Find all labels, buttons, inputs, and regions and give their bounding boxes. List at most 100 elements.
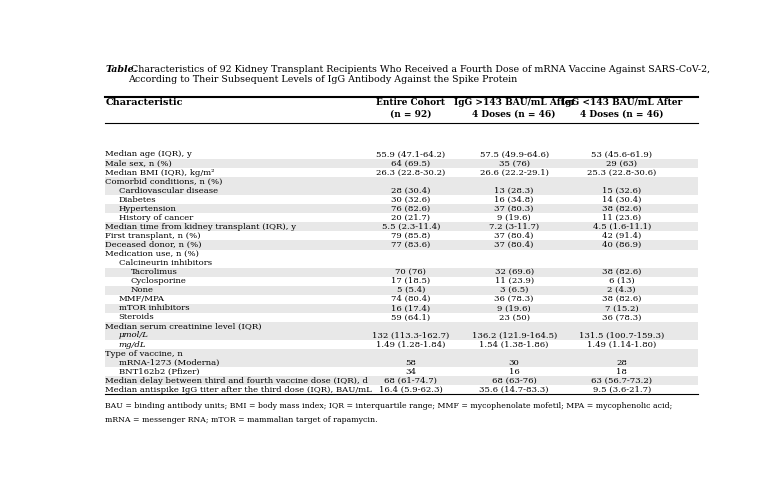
Text: 79 (85.8): 79 (85.8) xyxy=(391,232,430,240)
Text: Median antispike IgG titer after the third dose (IQR), BAU/mL: Median antispike IgG titer after the thi… xyxy=(105,386,372,394)
Text: Median age (IQR), y: Median age (IQR), y xyxy=(105,151,192,158)
Text: 63 (56.7-73.2): 63 (56.7-73.2) xyxy=(591,377,652,385)
Text: 13 (28.3): 13 (28.3) xyxy=(495,186,534,195)
Bar xyxy=(105,322,699,331)
Text: 16 (34.8): 16 (34.8) xyxy=(495,196,534,204)
Text: 5.5 (2.3-11.4): 5.5 (2.3-11.4) xyxy=(382,223,440,231)
Text: 20 (21.7): 20 (21.7) xyxy=(391,214,430,222)
Text: 7.2 (3-11.7): 7.2 (3-11.7) xyxy=(489,223,539,231)
Text: 26.6 (22.2-29.1): 26.6 (22.2-29.1) xyxy=(480,169,549,177)
Bar xyxy=(105,268,699,277)
Text: 55.9 (47.1-64.2): 55.9 (47.1-64.2) xyxy=(376,151,445,158)
Text: IgG <143 BAU/mL After: IgG <143 BAU/mL After xyxy=(561,98,682,107)
Text: 32 (69.6): 32 (69.6) xyxy=(495,268,534,276)
Text: 37 (80.4): 37 (80.4) xyxy=(495,232,534,240)
Text: Deceased donor, n (%): Deceased donor, n (%) xyxy=(105,241,202,249)
Text: 2 (4.3): 2 (4.3) xyxy=(608,286,636,294)
Bar xyxy=(105,222,699,231)
Text: 34: 34 xyxy=(405,368,416,376)
Bar xyxy=(105,186,699,195)
Text: mRNA = messenger RNA; mTOR = mammalian target of rapamycin.: mRNA = messenger RNA; mTOR = mammalian t… xyxy=(105,416,378,424)
Bar xyxy=(105,349,699,358)
Text: 9.5 (3.6-21.7): 9.5 (3.6-21.7) xyxy=(593,386,651,394)
Text: 15 (32.6): 15 (32.6) xyxy=(602,186,641,195)
Text: Hypertension: Hypertension xyxy=(118,205,176,213)
Text: Comorbid conditions, n (%): Comorbid conditions, n (%) xyxy=(105,178,223,185)
Text: Steroids: Steroids xyxy=(118,313,154,321)
Text: 5 (5.4): 5 (5.4) xyxy=(397,286,425,294)
Text: 58: 58 xyxy=(405,359,416,367)
Text: Median delay between third and fourth vaccine dose (IQR), d: Median delay between third and fourth va… xyxy=(105,377,368,385)
Text: Diabetes: Diabetes xyxy=(118,196,156,204)
Text: 64 (69.5): 64 (69.5) xyxy=(391,159,430,168)
Text: Characteristics of 92 Kidney Transplant Recipients Who Received a Fourth Dose of: Characteristics of 92 Kidney Transplant … xyxy=(129,65,710,84)
Bar xyxy=(105,241,699,249)
Text: First transplant, n (%): First transplant, n (%) xyxy=(105,232,201,240)
Text: Cyclosporine: Cyclosporine xyxy=(131,277,187,285)
Text: History of cancer: History of cancer xyxy=(118,214,193,222)
Bar xyxy=(105,177,699,186)
Text: 30: 30 xyxy=(509,359,520,367)
Text: 29 (63): 29 (63) xyxy=(606,159,637,168)
Bar xyxy=(105,97,699,123)
Text: 18: 18 xyxy=(616,368,627,376)
Text: 36 (78.3): 36 (78.3) xyxy=(602,313,641,321)
Text: 68 (63-76): 68 (63-76) xyxy=(492,377,536,385)
Text: 132 (113.3-162.7): 132 (113.3-162.7) xyxy=(372,332,449,339)
Text: 30 (32.6): 30 (32.6) xyxy=(391,196,430,204)
Text: 77 (83.6): 77 (83.6) xyxy=(391,241,430,249)
Text: μmol/L: μmol/L xyxy=(118,332,148,339)
Text: BNT162b2 (Pfizer): BNT162b2 (Pfizer) xyxy=(118,368,199,376)
Text: 9 (19.6): 9 (19.6) xyxy=(497,214,531,222)
Bar xyxy=(105,204,699,214)
Text: 68 (61-74.7): 68 (61-74.7) xyxy=(384,377,437,385)
Text: 11 (23.6): 11 (23.6) xyxy=(602,214,641,222)
Text: Tacrolimus: Tacrolimus xyxy=(131,268,178,276)
Bar xyxy=(105,358,699,367)
Text: 38 (82.6): 38 (82.6) xyxy=(602,205,641,213)
Text: 23 (50): 23 (50) xyxy=(499,313,530,321)
Text: Cardiovascular disease: Cardiovascular disease xyxy=(118,186,218,195)
Text: 38 (82.6): 38 (82.6) xyxy=(602,295,641,303)
Text: 35.6 (14.7-83.3): 35.6 (14.7-83.3) xyxy=(479,386,549,394)
Text: IgG >143 BAU/mL After: IgG >143 BAU/mL After xyxy=(454,98,575,107)
Text: Calcineurin inhibitors: Calcineurin inhibitors xyxy=(118,259,212,267)
Text: 9 (19.6): 9 (19.6) xyxy=(497,305,531,312)
Text: (n = 92): (n = 92) xyxy=(390,109,432,118)
Text: 40 (86.9): 40 (86.9) xyxy=(602,241,641,249)
Text: Median BMI (IQR), kg/m²: Median BMI (IQR), kg/m² xyxy=(105,169,215,177)
Text: Median serum creatinine level (IQR): Median serum creatinine level (IQR) xyxy=(105,322,262,331)
Text: 76 (82.6): 76 (82.6) xyxy=(391,205,430,213)
Text: 4 Doses (n = 46): 4 Doses (n = 46) xyxy=(473,109,556,118)
Text: 131.5 (100.7-159.3): 131.5 (100.7-159.3) xyxy=(579,332,664,339)
Text: 28 (30.4): 28 (30.4) xyxy=(391,186,430,195)
Text: 7 (15.2): 7 (15.2) xyxy=(605,305,639,312)
Text: 1.49 (1.28-1.84): 1.49 (1.28-1.84) xyxy=(376,340,445,348)
Text: Type of vaccine, n: Type of vaccine, n xyxy=(105,350,183,358)
Bar xyxy=(105,376,699,385)
Bar xyxy=(105,304,699,313)
Text: 57.5 (49.9-64.6): 57.5 (49.9-64.6) xyxy=(480,151,549,158)
Text: 70 (76): 70 (76) xyxy=(395,268,426,276)
Bar xyxy=(105,286,699,295)
Text: None: None xyxy=(131,286,154,294)
Text: 3 (6.5): 3 (6.5) xyxy=(500,286,528,294)
Text: 42 (91.4): 42 (91.4) xyxy=(602,232,641,240)
Text: Median time from kidney transplant (IQR), y: Median time from kidney transplant (IQR)… xyxy=(105,223,296,231)
Text: 1.54 (1.38-1.86): 1.54 (1.38-1.86) xyxy=(480,340,549,348)
Text: 37 (80.4): 37 (80.4) xyxy=(495,241,534,249)
Text: 28: 28 xyxy=(616,359,627,367)
Text: 16 (17.4): 16 (17.4) xyxy=(391,305,430,312)
Text: 11 (23.9): 11 (23.9) xyxy=(495,277,534,285)
Text: 59 (64.1): 59 (64.1) xyxy=(391,313,430,321)
Text: 16.4 (5.9-62.3): 16.4 (5.9-62.3) xyxy=(379,386,443,394)
Text: 17 (18.5): 17 (18.5) xyxy=(391,277,430,285)
Text: 6 (13): 6 (13) xyxy=(609,277,634,285)
Text: Entire Cohort: Entire Cohort xyxy=(376,98,445,107)
Bar xyxy=(105,331,699,340)
Text: Table.: Table. xyxy=(105,65,137,74)
Text: 25.3 (22.8-30.6): 25.3 (22.8-30.6) xyxy=(587,169,656,177)
Text: 53 (45.6-61.9): 53 (45.6-61.9) xyxy=(591,151,652,158)
Text: 36 (78.3): 36 (78.3) xyxy=(495,295,534,303)
Text: 1.49 (1.14-1.80): 1.49 (1.14-1.80) xyxy=(587,340,656,348)
